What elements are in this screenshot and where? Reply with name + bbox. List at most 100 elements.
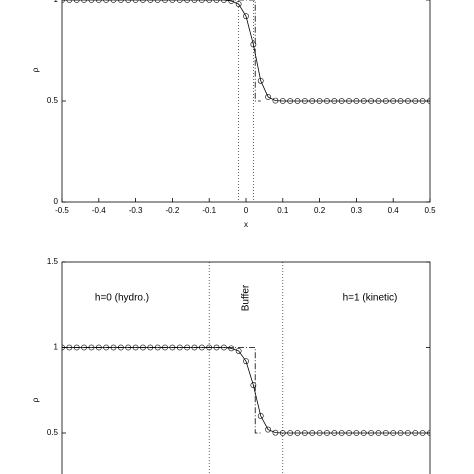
data-point	[316, 430, 323, 436]
plot-area	[62, 0, 430, 202]
data-point	[375, 98, 382, 104]
x-tick-label: -0.5	[55, 206, 69, 215]
x-tick-label: 0.5	[424, 206, 436, 215]
data-point	[272, 97, 279, 104]
data-point	[250, 41, 257, 48]
data-point	[397, 98, 404, 104]
data-point	[66, 0, 73, 3]
y-tick-label: 0	[54, 197, 59, 206]
data-point	[110, 0, 117, 3]
data-point	[427, 430, 430, 436]
data-point	[419, 430, 426, 436]
annotation: h=1 (kinetic)	[343, 293, 398, 304]
plot-area	[62, 262, 430, 474]
data-point	[412, 430, 419, 436]
data-point	[360, 98, 367, 104]
data-point	[316, 98, 323, 104]
data-point	[324, 430, 330, 436]
x-axis-label: x	[244, 220, 248, 229]
data-point	[191, 0, 198, 3]
data-point	[117, 0, 124, 3]
x-tick-label: -0.4	[92, 206, 106, 215]
data-point	[169, 0, 176, 3]
data-point	[419, 98, 426, 104]
data-point	[73, 0, 80, 3]
series-line	[62, 0, 261, 102]
data-point	[265, 426, 271, 433]
x-tick-label: 0.3	[351, 206, 363, 215]
data-point	[279, 98, 286, 104]
data-point	[81, 0, 87, 3]
data-point	[338, 98, 345, 104]
series-line	[62, 347, 430, 434]
data-point	[294, 430, 301, 436]
y-tick-label: 1	[54, 0, 59, 4]
data-point	[125, 0, 132, 3]
data-point	[235, 1, 242, 7]
data-point	[353, 430, 360, 436]
data-point	[390, 98, 397, 104]
data-point	[154, 0, 161, 3]
data-point	[228, 345, 235, 352]
data-point	[243, 358, 249, 365]
x-tick-label: 0.4	[388, 206, 400, 215]
data-point	[287, 430, 294, 436]
data-point	[353, 98, 360, 104]
data-point	[331, 98, 338, 104]
data-point	[250, 382, 257, 389]
data-point	[368, 430, 375, 436]
data-point	[132, 0, 139, 3]
data-point	[279, 430, 286, 436]
data-point	[397, 430, 404, 436]
data-point	[346, 430, 352, 436]
data-point	[221, 0, 227, 3]
data-point	[360, 430, 367, 436]
x-tick-label: -0.2	[166, 206, 180, 215]
data-point	[324, 98, 330, 104]
x-tick-label: 0	[244, 206, 249, 215]
y-tick-label: 0.5	[47, 96, 59, 105]
data-point	[412, 98, 419, 104]
data-point	[338, 430, 345, 436]
x-tick-label: -0.3	[129, 206, 143, 215]
data-point	[140, 0, 146, 3]
series-line	[62, 0, 430, 102]
y-tick-label: 1.5	[47, 257, 59, 266]
y-tick-label: 1	[54, 343, 59, 352]
data-point	[184, 0, 191, 3]
data-point	[162, 0, 168, 3]
y-axis-label: ρ	[31, 397, 40, 402]
data-point	[243, 13, 249, 20]
data-point	[294, 98, 301, 104]
plot-frame	[61, 261, 431, 474]
data-point	[88, 0, 95, 3]
data-point	[95, 0, 102, 3]
series-line	[62, 347, 261, 434]
data-point	[198, 0, 205, 3]
data-point	[382, 430, 389, 436]
data-point	[309, 98, 316, 104]
data-point	[405, 98, 411, 104]
data-point	[272, 429, 279, 436]
annotation: h=0 (hydro.)	[95, 293, 149, 304]
data-point	[235, 348, 242, 354]
data-point	[228, 0, 235, 4]
data-point	[147, 0, 154, 3]
data-point	[213, 0, 220, 3]
data-point	[301, 98, 308, 104]
data-point	[331, 430, 338, 436]
y-axis-label: ρ	[31, 67, 40, 72]
data-point	[103, 0, 110, 3]
data-point	[427, 98, 430, 104]
data-point	[346, 98, 352, 104]
data-point	[309, 430, 316, 436]
data-point	[301, 430, 308, 436]
data-point	[287, 98, 294, 104]
annotation: Buffer	[241, 284, 252, 311]
data-point	[206, 0, 213, 3]
data-point	[375, 430, 382, 436]
data-point	[257, 412, 264, 419]
data-point	[62, 0, 65, 3]
x-tick-label: -0.1	[202, 206, 216, 215]
